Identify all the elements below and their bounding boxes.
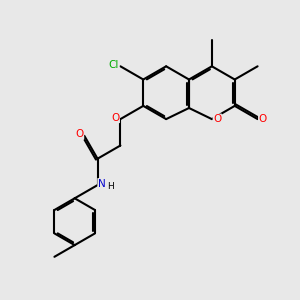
Text: N: N [98,178,106,189]
Text: O: O [213,114,221,124]
Text: Cl: Cl [109,60,119,70]
Text: O: O [111,112,119,123]
Text: O: O [75,129,84,139]
Text: H: H [107,182,114,191]
Text: O: O [259,114,267,124]
